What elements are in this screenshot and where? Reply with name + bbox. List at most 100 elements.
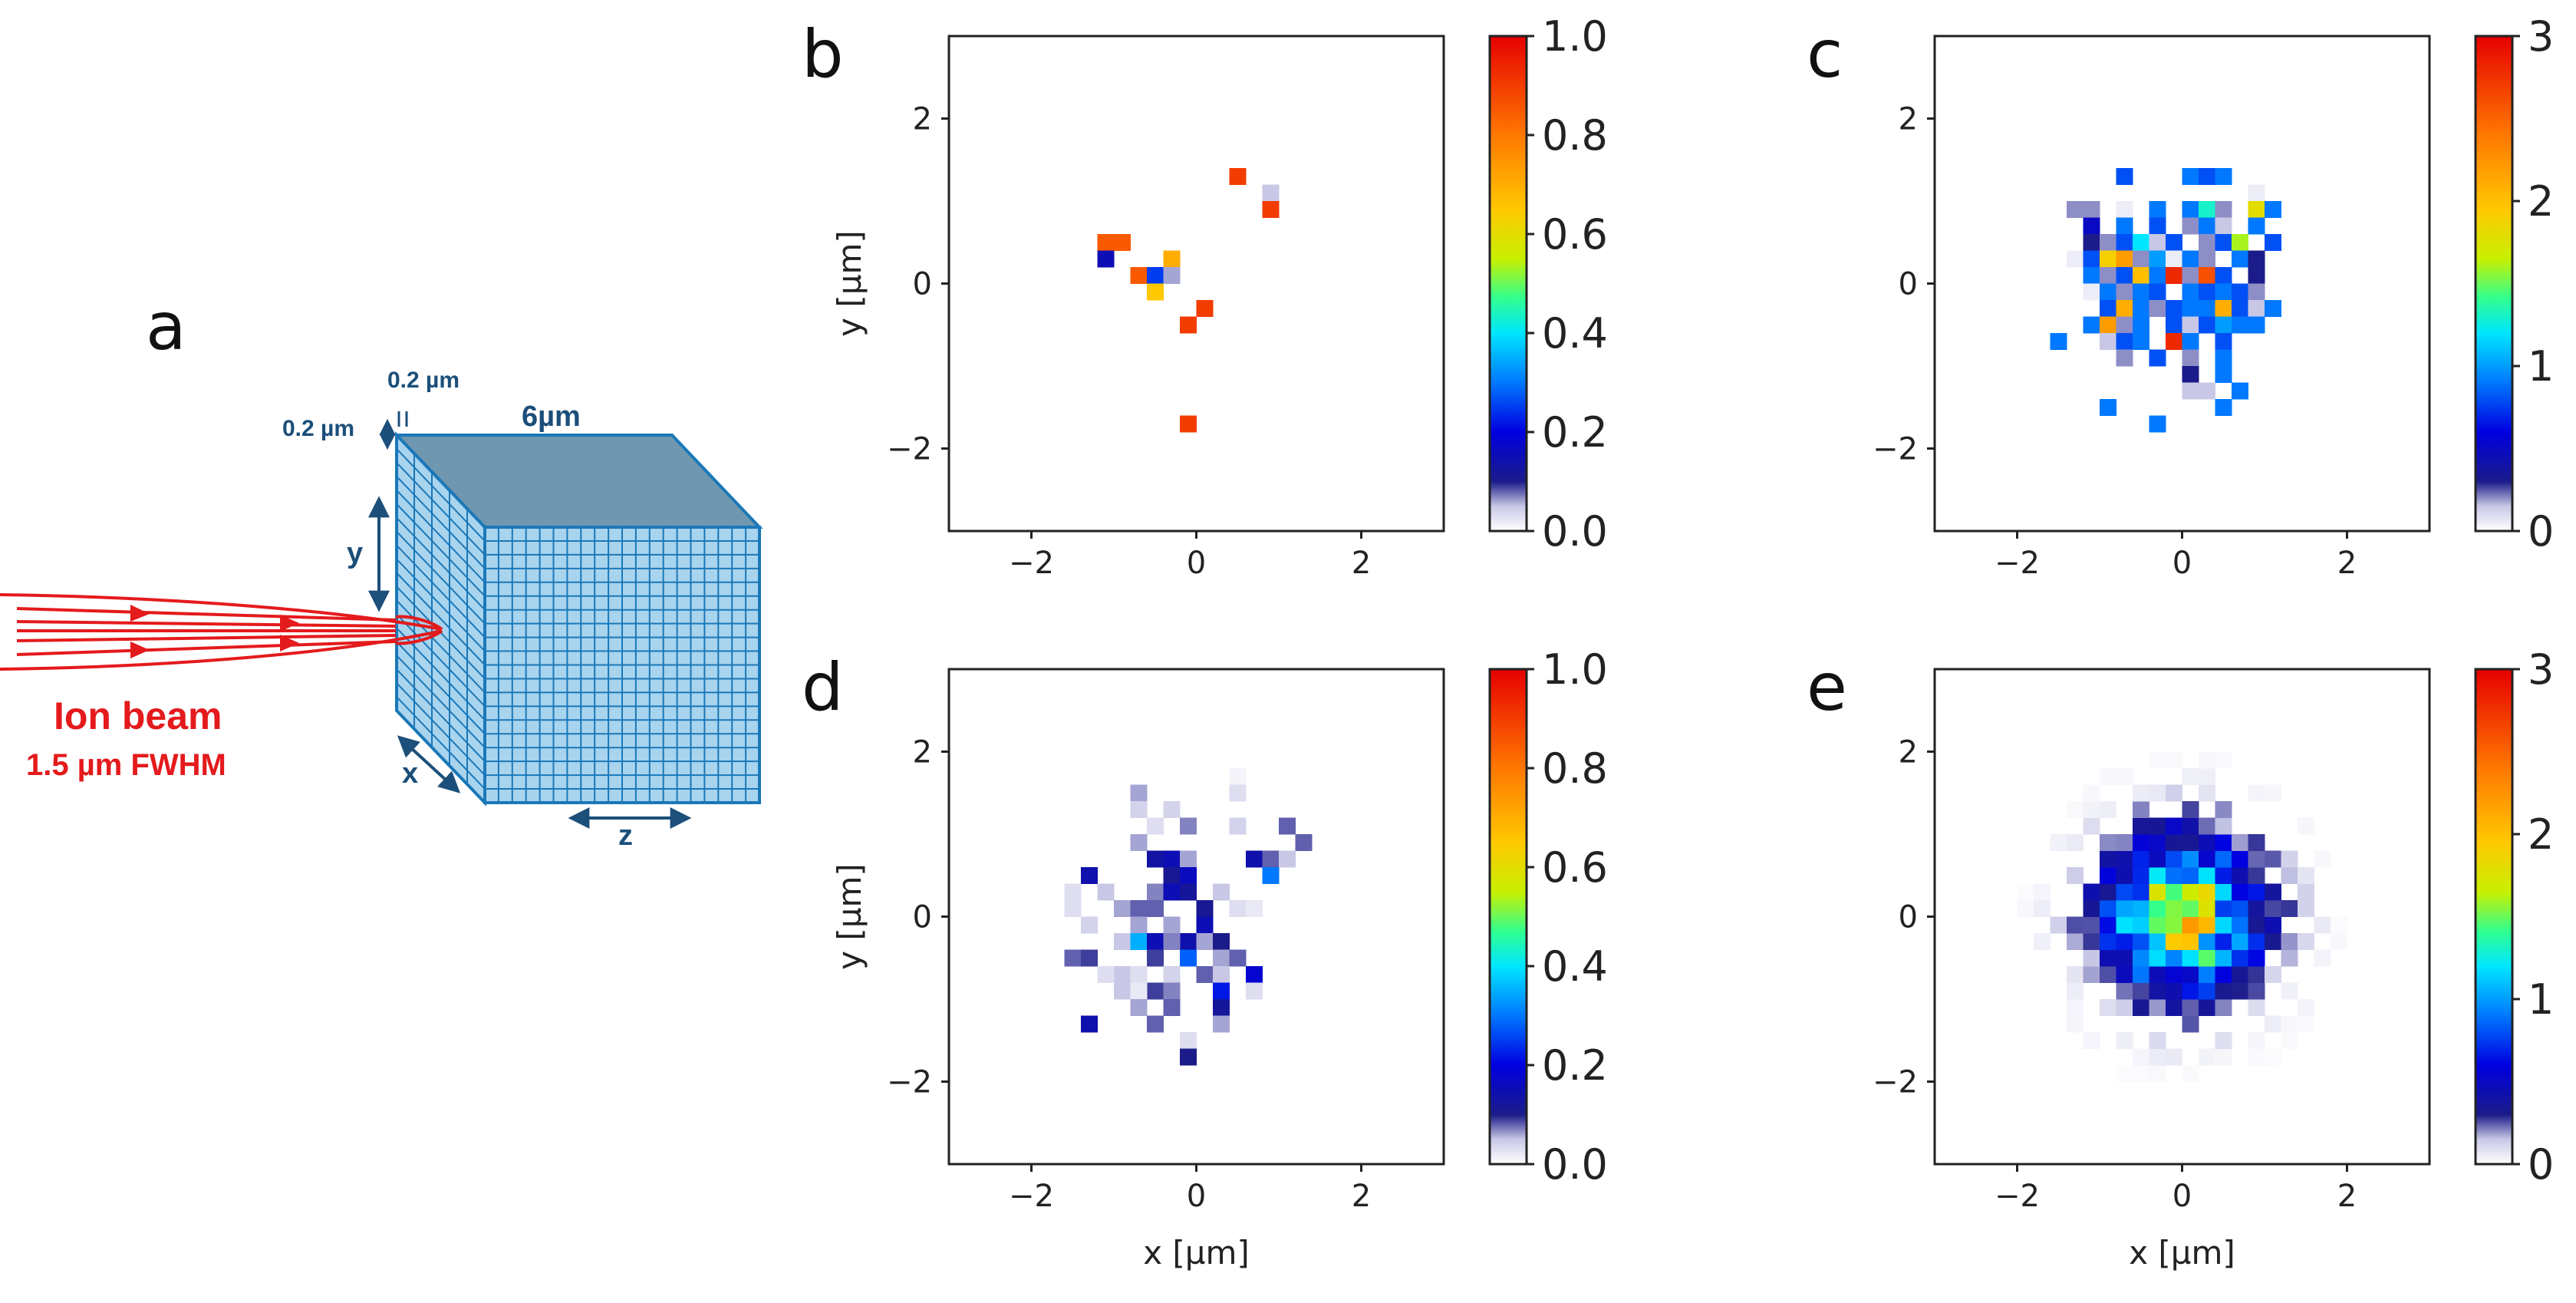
- colorbar-tick-label: 0: [2528, 1140, 2554, 1189]
- colorbar-tick-label: 0.0: [1542, 507, 1608, 556]
- heatmap-cell: [2232, 300, 2248, 317]
- heatmap-cell: [2083, 784, 2100, 802]
- heatmap-cell: [1147, 267, 1164, 284]
- heatmap-cell: [2100, 333, 2116, 350]
- panel-label-b: b: [802, 16, 844, 93]
- heatmap-cell: [2149, 250, 2166, 268]
- heatmap-cell: [2199, 867, 2215, 884]
- heatmap-cell: [1064, 883, 1082, 901]
- heatmap-cell: [2116, 850, 2133, 868]
- heatmap-cell: [2215, 834, 2232, 851]
- heatmap-cell: [2116, 316, 2133, 334]
- heatmap-cell: [1279, 850, 1296, 868]
- heatmap-cell: [2133, 283, 2149, 301]
- x-tick-label: 2: [1352, 1179, 1371, 1214]
- y-axis-label: y [µm]: [831, 863, 868, 970]
- colorbar-tick-label: 0.4: [1542, 942, 1608, 991]
- heatmap-cell: [2149, 834, 2166, 851]
- heatmap-cell: [2133, 300, 2149, 317]
- heatmap-cell: [2314, 916, 2331, 934]
- heatmap-cell: [2083, 966, 2100, 983]
- heatmap-cell: [2083, 883, 2100, 901]
- heatmap-cell: [1163, 916, 1181, 934]
- heatmap-cell: [1180, 867, 1197, 884]
- heatmap-cell: [2133, 801, 2149, 818]
- colorbar-tick-label: 2: [2528, 810, 2554, 859]
- heatmap-cell: [1147, 949, 1164, 967]
- heatmap-panel-b: b −2 −2 0 0 2 2 y [µm] 0.0 0.2 0.4 0.6 0.8 1.0: [802, 12, 1608, 581]
- heatmap-cell: [2199, 283, 2215, 301]
- heatmap-cell: [2067, 834, 2084, 851]
- dimension-annotations: 0.2 µm 0.2 µm 6µm y x z: [282, 368, 692, 852]
- heatmap-cell: [1130, 982, 1148, 1000]
- heatmap-cell: [2166, 883, 2182, 901]
- colorbar-tick-label: 0.8: [1542, 111, 1608, 160]
- heatmap-cell: [2166, 333, 2182, 350]
- heatmap-cell: [2116, 234, 2133, 251]
- heatmap-cell: [2215, 982, 2232, 1000]
- heatmap-cell: [2248, 999, 2265, 1016]
- heatmap-cell: [1213, 966, 1230, 983]
- heatmap-cell: [1229, 768, 1247, 785]
- heatmap-cell: [2116, 834, 2133, 851]
- heatmap-cell: [1114, 966, 1131, 983]
- schematic-panel: a 0.2 µm 0.2 µm 6µm y x z: [0, 289, 763, 852]
- heatmap-cell: [2182, 966, 2199, 983]
- x-tick-label: −2: [1009, 546, 1054, 581]
- heatmap-cell: [1180, 817, 1197, 835]
- heatmap-cell: [2248, 217, 2265, 235]
- heatmap-cell: [2215, 817, 2232, 835]
- heatmap-cell: [2199, 933, 2215, 950]
- beam-envelope-bottom: [0, 629, 443, 671]
- heatmap-cell: [2149, 850, 2166, 868]
- heatmap-cell: [1229, 900, 1247, 917]
- heatmap-cell: [1097, 250, 1115, 268]
- heatmap-panel-c: c −2 −2 0 0 2 2 0 1 2 3: [1807, 12, 2554, 581]
- heatmap-cell: [1246, 850, 1263, 868]
- heatmap-cell: [1147, 850, 1164, 868]
- heatmap-cell: [2133, 1048, 2149, 1066]
- heatmap-cell: [1180, 850, 1197, 868]
- heatmap-cell: [2248, 784, 2265, 802]
- heatmap-cell: [2182, 382, 2199, 400]
- y-tick-label: 2: [1899, 735, 1918, 770]
- colorbar-gradient: [1490, 36, 1527, 531]
- beam-label: Ion beam: [54, 694, 222, 737]
- heatmap-cell: [1147, 900, 1164, 917]
- heatmap-cell: [1295, 834, 1313, 851]
- heatmap-cell: [1229, 817, 1247, 835]
- colorbar-tick-label: 0.8: [1542, 744, 1608, 793]
- heatmap-cell: [2149, 883, 2166, 901]
- heatmap-cell: [2265, 201, 2281, 218]
- heatmap-cell: [2133, 250, 2149, 268]
- beam-arrowhead: [130, 605, 150, 622]
- colorbar-frame: [2474, 668, 2514, 1166]
- heatmap-cell: [2149, 267, 2166, 284]
- heatmap-cell: [1262, 184, 1280, 202]
- block-front-grid: [485, 527, 759, 803]
- heatmap-cell: [2182, 300, 2199, 317]
- heatmap-cell: [2050, 333, 2067, 350]
- x-tick-label: 2: [2337, 1179, 2357, 1214]
- heatmap-cell: [2199, 999, 2215, 1016]
- heatmap-cell: [2149, 1032, 2166, 1049]
- grid-line: [396, 572, 486, 666]
- heatmap-cell: [2248, 949, 2265, 967]
- heatmap-cell: [2199, 316, 2215, 334]
- heatmap-cell: [2166, 867, 2182, 884]
- heatmap-cell: [2083, 201, 2100, 218]
- heatmap-cell: [2265, 916, 2281, 934]
- heatmap-cell: [2166, 316, 2182, 334]
- panel-label-d: d: [802, 649, 844, 726]
- heatmap-cell: [2265, 784, 2281, 802]
- heatmap-cell: [2149, 1065, 2166, 1082]
- heatmap-cell: [2265, 850, 2281, 868]
- heatmap-cell: [2100, 949, 2116, 967]
- colorbar-tick-label: 1: [2528, 342, 2554, 391]
- heatmap-cell: [1196, 966, 1214, 983]
- heatmap-cell: [2248, 184, 2265, 202]
- heatmap-cell: [2133, 817, 2149, 835]
- heatmap-cell: [2182, 1065, 2199, 1082]
- colorbar-gradient: [1490, 669, 1527, 1164]
- heatmap-cell: [2133, 333, 2149, 350]
